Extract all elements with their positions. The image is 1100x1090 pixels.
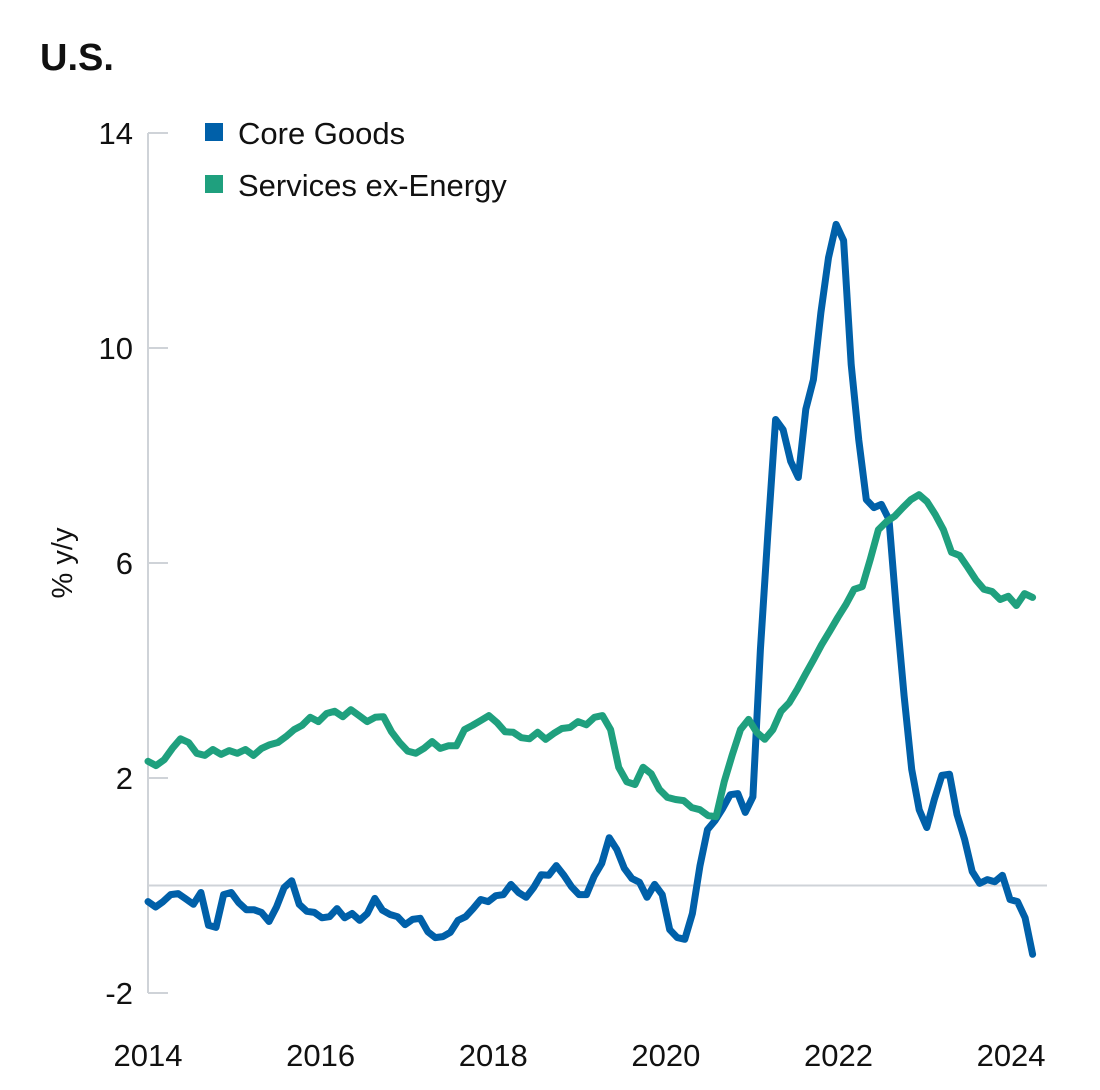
legend-label: Core Goods [238, 116, 405, 151]
legend-swatch [205, 175, 223, 193]
y-tick-label: 2 [116, 761, 133, 796]
x-tick-label: 2016 [286, 1038, 355, 1073]
y-tick-label: 14 [99, 116, 133, 151]
y-tick-label: 6 [116, 546, 133, 581]
x-tick-label: 2018 [459, 1038, 528, 1073]
x-tick-label: 2024 [977, 1038, 1046, 1073]
y-tick-label: -2 [105, 976, 133, 1011]
y-axis-label: % y/y [47, 527, 79, 598]
x-tick-label: 2022 [804, 1038, 873, 1073]
legend-swatch [205, 123, 223, 141]
series-line-core-goods [144, 220, 1037, 958]
series-line-services-ex-energy [144, 491, 1037, 821]
series-lines [144, 220, 1037, 958]
axes: 14 10 6 2 -2 2014 2016 2018 2020 2022 2024 [99, 116, 1047, 1073]
x-tick-label: 2020 [631, 1038, 700, 1073]
legend-label: Services ex-Energy [238, 168, 507, 203]
chart-title: U.S. [40, 37, 114, 79]
y-tick-label: 10 [99, 331, 133, 366]
x-tick-label: 2014 [114, 1038, 183, 1073]
legend: Core Goods Services ex-Energy [205, 116, 507, 203]
